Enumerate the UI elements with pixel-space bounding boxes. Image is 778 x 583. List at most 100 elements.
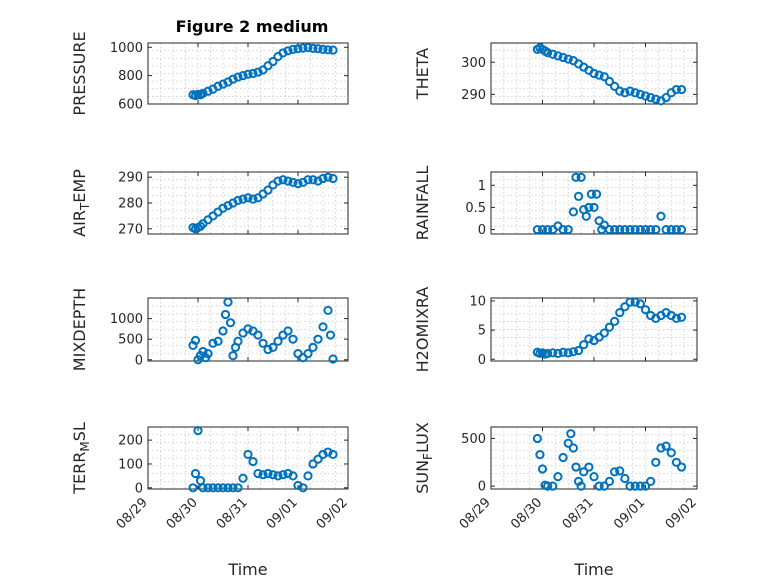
y-axis-label: H2OMIXRA: [413, 287, 432, 373]
data-point: [543, 348, 553, 359]
data-point: [537, 464, 548, 474]
data-point: [630, 88, 640, 98]
x-tick-label: 09/01: [264, 495, 301, 532]
data-point: [298, 483, 308, 493]
grid-lines: [490, 298, 698, 361]
data-point: [535, 450, 545, 460]
series-markers: [532, 297, 687, 359]
data-point: [288, 44, 298, 54]
data-point: [198, 483, 208, 493]
data-point: [615, 86, 625, 96]
data-point: [313, 334, 323, 344]
data-point: [563, 54, 573, 64]
data-point: [625, 297, 635, 307]
data-point: [589, 202, 599, 213]
data-point: [558, 224, 568, 235]
data-point: [566, 429, 576, 439]
data-point: [646, 224, 656, 235]
data-point: [584, 202, 594, 213]
data-point: [620, 88, 630, 98]
x-tick-label: 09/02: [314, 495, 351, 532]
data-point: [273, 471, 283, 481]
y-tick-label: 10: [469, 294, 486, 309]
data-point: [233, 195, 243, 206]
data-point: [651, 457, 661, 467]
y-tick-label: 0: [135, 481, 143, 496]
figure-title: Figure 2 medium: [176, 17, 329, 36]
data-point: [328, 173, 338, 184]
data-point: [656, 443, 666, 453]
data-point: [253, 468, 263, 479]
data-point: [579, 467, 589, 477]
data-point: [323, 305, 333, 315]
data-point: [532, 433, 542, 444]
series-markers: [188, 172, 338, 234]
data-point: [268, 470, 278, 480]
data-point: [190, 468, 201, 479]
data-point: [640, 91, 651, 101]
data-point: [671, 84, 682, 95]
data-point: [625, 224, 635, 235]
data-point: [610, 467, 620, 477]
x-tick-label: 08/29: [114, 495, 151, 532]
y-tick-label: 100: [118, 457, 143, 472]
data-point: [323, 45, 333, 55]
data-point: [243, 69, 253, 79]
data-point: [308, 175, 318, 185]
data-point: [190, 335, 201, 346]
data-point: [203, 348, 213, 359]
data-point: [293, 179, 303, 189]
data-point: [661, 441, 671, 451]
data-point: [646, 476, 656, 486]
data-point: [253, 67, 263, 77]
data-point: [278, 175, 288, 185]
data-point: [676, 312, 687, 322]
data-point: [238, 71, 248, 81]
data-point: [610, 316, 620, 326]
data-point: [548, 348, 558, 358]
data-point: [568, 207, 579, 217]
data-point: [604, 476, 615, 486]
data-point: [553, 51, 563, 61]
data-point: [635, 224, 645, 235]
data-point: [671, 457, 682, 467]
data-point: [278, 470, 288, 480]
data-point: [248, 456, 258, 467]
y-tick-label: 600: [118, 98, 143, 113]
subplot-terr-msl: 0 100 200 08/29 08/30 08/31 09/01 09/02 Time TERR…: [70, 422, 351, 579]
data-point: [303, 348, 313, 359]
data-point: [630, 297, 640, 307]
data-point: [233, 336, 243, 346]
data-point: [558, 452, 568, 463]
data-point: [325, 330, 336, 340]
y-tick-label: 300: [461, 56, 486, 71]
data-point: [661, 224, 671, 235]
data-point: [238, 473, 248, 483]
data-point: [532, 224, 542, 235]
data-point: [543, 48, 553, 58]
data-point: [328, 354, 338, 364]
data-point: [610, 224, 620, 235]
x-tick-label: 08/29: [457, 495, 494, 532]
data-point: [263, 344, 273, 355]
data-point: [599, 481, 609, 491]
data-point: [620, 224, 630, 235]
y-tick-label: 5: [478, 324, 486, 339]
y-tick-label: 200: [118, 434, 143, 449]
data-point: [635, 481, 645, 491]
data-point: [594, 481, 604, 491]
y-axis-label: PRESSURE: [70, 31, 89, 115]
y-axis-label: TERRMSL: [70, 422, 92, 495]
data-point: [594, 216, 604, 226]
data-point: [630, 224, 640, 235]
data-point: [223, 297, 233, 307]
y-tick-label: 0: [135, 353, 143, 368]
series-markers: [532, 43, 687, 106]
data-point: [313, 44, 323, 54]
data-point: [584, 334, 594, 344]
y-axis-label: MIXDEPTH: [70, 288, 89, 371]
data-point: [558, 52, 568, 63]
data-point: [213, 336, 223, 346]
data-point: [203, 483, 213, 493]
